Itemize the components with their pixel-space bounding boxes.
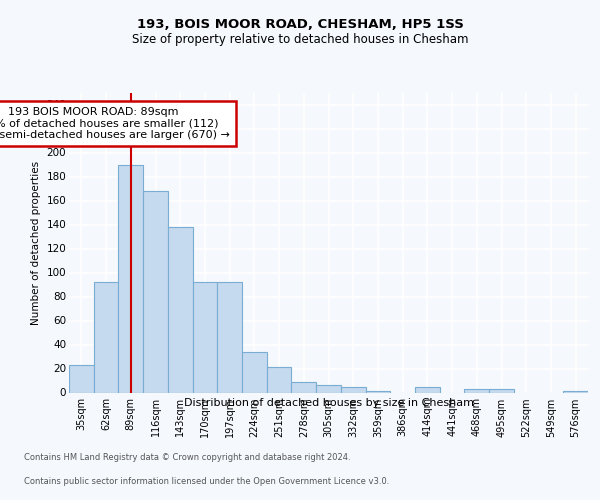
Bar bbox=[94, 282, 118, 393]
Bar bbox=[341, 386, 365, 392]
Bar bbox=[316, 386, 341, 392]
Bar bbox=[193, 282, 217, 393]
Bar bbox=[118, 164, 143, 392]
Bar bbox=[242, 352, 267, 393]
Text: Contains public sector information licensed under the Open Government Licence v3: Contains public sector information licen… bbox=[24, 477, 389, 486]
Text: Size of property relative to detached houses in Chesham: Size of property relative to detached ho… bbox=[132, 32, 468, 46]
Bar bbox=[69, 365, 94, 392]
Text: Distribution of detached houses by size in Chesham: Distribution of detached houses by size … bbox=[184, 398, 474, 407]
Bar bbox=[217, 282, 242, 393]
Bar bbox=[168, 227, 193, 392]
Bar bbox=[415, 386, 440, 392]
Bar bbox=[489, 389, 514, 392]
Bar bbox=[464, 389, 489, 392]
Y-axis label: Number of detached properties: Number of detached properties bbox=[31, 160, 41, 324]
Bar bbox=[267, 368, 292, 392]
Bar bbox=[143, 191, 168, 392]
Text: 193 BOIS MOOR ROAD: 89sqm
← 14% of detached houses are smaller (112)
85% of semi: 193 BOIS MOOR ROAD: 89sqm ← 14% of detac… bbox=[0, 107, 230, 140]
Text: Contains HM Land Registry data © Crown copyright and database right 2024.: Contains HM Land Registry data © Crown c… bbox=[24, 454, 350, 462]
Text: 193, BOIS MOOR ROAD, CHESHAM, HP5 1SS: 193, BOIS MOOR ROAD, CHESHAM, HP5 1SS bbox=[137, 18, 463, 30]
Bar bbox=[292, 382, 316, 392]
